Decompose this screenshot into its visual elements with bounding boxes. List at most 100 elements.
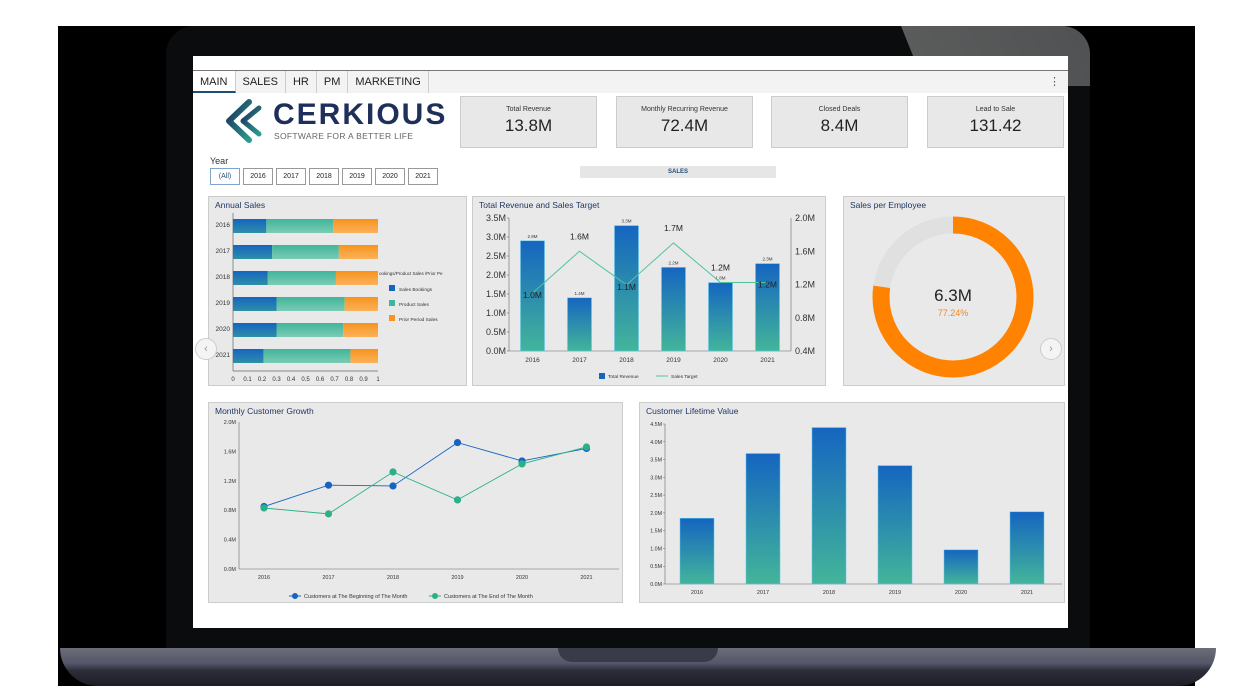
svg-text:0.0M: 0.0M <box>224 567 237 573</box>
customer-lifetime-value-panel: Customer Lifetime Value 0.0M 0.5M 1.0M 1.5M… <box>639 402 1065 603</box>
svg-text:0.9: 0.9 <box>359 377 368 383</box>
svg-text:2020: 2020 <box>216 326 231 333</box>
svg-text:0.0M: 0.0M <box>650 582 662 588</box>
svg-text:2017: 2017 <box>757 590 769 596</box>
svg-text:0.5M: 0.5M <box>650 564 662 570</box>
svg-text:2019: 2019 <box>451 575 463 581</box>
svg-text:1.1M: 1.1M <box>617 282 636 292</box>
svg-text:1.8M: 1.8M <box>715 276 725 281</box>
year-option-2021[interactable]: 2021 <box>408 168 438 185</box>
svg-text:Product Sales: Product Sales <box>399 302 429 308</box>
annual-sales-panel: Annual Sales 2016 2017 2018 2019 2020 2021 0 0.… <box>208 196 467 386</box>
kpi-card: Monthly Recurring Revenue 72.4M <box>616 96 753 148</box>
svg-text:1.4M: 1.4M <box>574 291 584 296</box>
svg-text:2016: 2016 <box>216 222 231 229</box>
svg-text:0.5: 0.5 <box>301 377 310 383</box>
svg-text:2017: 2017 <box>216 248 231 255</box>
tab-marketing[interactable]: MARKETING <box>348 71 429 93</box>
kpi-value: 72.4M <box>660 116 709 135</box>
more-menu-icon[interactable]: ⋮ <box>1049 76 1060 88</box>
svg-text:3.3M: 3.3M <box>621 219 631 224</box>
svg-text:2017: 2017 <box>572 357 587 364</box>
year-filter-label: Year <box>210 156 229 166</box>
svg-text:2.0M: 2.0M <box>224 420 237 426</box>
kpi-title: Closed Deals <box>818 106 861 113</box>
svg-text:1.0M: 1.0M <box>486 308 506 318</box>
svg-text:77.24%: 77.24% <box>938 308 969 318</box>
svg-text:2.0M: 2.0M <box>650 511 662 517</box>
svg-text:1.6M: 1.6M <box>224 449 237 455</box>
svg-text:2019: 2019 <box>666 357 681 364</box>
svg-text:1.0M: 1.0M <box>650 546 662 552</box>
svg-text:2018: 2018 <box>823 590 835 596</box>
carousel-next-button[interactable]: › <box>1040 338 1062 360</box>
svg-text:1.7M: 1.7M <box>664 223 683 233</box>
customer-lifetime-value-chart: 0.0M 0.5M 1.0M 1.5M 2.0M 2.5M 3.0M 3.5M 4.0M 4.5M… <box>650 422 1062 596</box>
year-option-all[interactable]: (All) <box>210 168 240 185</box>
svg-text:1.2M: 1.2M <box>224 479 237 485</box>
svg-text:1.2M: 1.2M <box>758 280 777 290</box>
tab-pm[interactable]: PM <box>317 71 349 93</box>
sales-per-employee-donut: 6.3M 77.24% <box>872 216 1034 378</box>
svg-text:1.6M: 1.6M <box>570 231 589 241</box>
svg-text:0.4M: 0.4M <box>224 538 237 544</box>
svg-text:Total Revenue: Total Revenue <box>608 374 639 380</box>
svg-text:0.4M: 0.4M <box>795 346 815 356</box>
kpi-card: Lead to Sale 131.42 <box>927 96 1064 148</box>
tab-sales[interactable]: SALES <box>236 71 286 93</box>
svg-text:2021: 2021 <box>760 357 775 364</box>
year-option-2020[interactable]: 2020 <box>375 168 405 185</box>
tab-main[interactable]: MAIN <box>193 71 236 93</box>
svg-text:0.8: 0.8 <box>345 377 354 383</box>
svg-text:2021: 2021 <box>580 575 592 581</box>
year-option-2019[interactable]: 2019 <box>342 168 372 185</box>
svg-text:2017: 2017 <box>322 575 334 581</box>
svg-text:Sales Bookings: Sales Bookings <box>399 287 433 293</box>
svg-text:3.0M: 3.0M <box>486 232 506 242</box>
svg-text:0: 0 <box>231 377 235 383</box>
kpi-value: 13.8M <box>504 116 553 135</box>
svg-text:2.0M: 2.0M <box>795 213 815 223</box>
year-option-2017[interactable]: 2017 <box>276 168 306 185</box>
svg-text:2018: 2018 <box>619 357 634 364</box>
svg-text:2020: 2020 <box>713 357 728 364</box>
svg-text:2019: 2019 <box>216 300 231 307</box>
svg-text:4.0M: 4.0M <box>650 440 662 446</box>
svg-text:0.4: 0.4 <box>287 377 296 383</box>
svg-text:Prior Period Sales: Prior Period Sales <box>399 317 438 323</box>
carousel-prev-button[interactable]: ‹ <box>195 338 217 360</box>
svg-text:2.5M: 2.5M <box>650 493 662 499</box>
year-option-2018[interactable]: 2018 <box>309 168 339 185</box>
svg-text:2021: 2021 <box>1021 590 1033 596</box>
section-header-sales: SALES <box>580 166 776 178</box>
svg-text:2019: 2019 <box>889 590 901 596</box>
svg-text:0.1: 0.1 <box>243 377 252 383</box>
revenue-target-chart: 0.0M 0.5M 1.0M 1.5M 2.0M 2.5M 3.0M 3.5M 0.4M 0.8M… <box>486 213 815 380</box>
svg-text:2.9M: 2.9M <box>527 234 537 239</box>
svg-text:3.5M: 3.5M <box>486 213 506 223</box>
svg-text:3.5M: 3.5M <box>650 458 662 464</box>
svg-text:2020: 2020 <box>955 590 967 596</box>
customer-growth-panel: Monthly Customer Growth 0.0M 0.4M 0.8M 1.2M… <box>208 402 623 603</box>
sales-per-employee-panel: Sales per Employee 6.3M 77.24% <box>843 196 1065 386</box>
svg-text:0.7: 0.7 <box>330 377 339 383</box>
svg-text:Sales Target: Sales Target <box>671 374 698 380</box>
logo-wordmark: CERKIOUS <box>273 98 448 131</box>
svg-text:2.0M: 2.0M <box>486 270 506 280</box>
svg-text:2016: 2016 <box>691 590 703 596</box>
svg-text:3.0M: 3.0M <box>650 475 662 481</box>
svg-text:0.2: 0.2 <box>258 377 267 383</box>
kpi-title: Monthly Recurring Revenue <box>641 106 728 113</box>
svg-text:1.5M: 1.5M <box>486 289 506 299</box>
revenue-target-panel: Total Revenue and Sales Target 0.0M 0.5M 1… <box>472 196 826 386</box>
annual-sales-chart: 2016 2017 2018 2019 2020 2021 0 0.1 0.2 0.3 0.4 0.5… <box>216 213 443 383</box>
svg-text:1.6M: 1.6M <box>795 246 815 256</box>
svg-text:ookings/Product Sales /Prior P: ookings/Product Sales /Prior Pe <box>379 271 443 276</box>
logo-mark-icon <box>226 99 262 143</box>
tab-hr[interactable]: HR <box>286 71 317 93</box>
svg-text:Customers at The Beginning of: Customers at The Beginning of The Month <box>304 594 407 600</box>
year-option-2016[interactable]: 2016 <box>243 168 273 185</box>
panel-title: Sales per Employee <box>850 200 927 210</box>
panel-title: Customer Lifetime Value <box>646 406 739 416</box>
kpi-value: 8.4M <box>820 116 859 135</box>
